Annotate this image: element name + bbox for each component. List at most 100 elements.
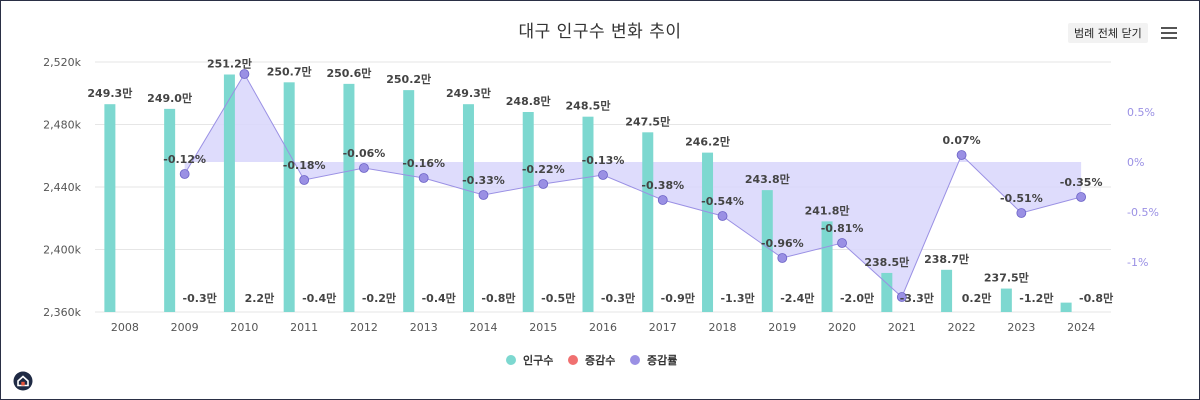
legend-toggle-button[interactable]: 범례 전체 닫기	[1068, 23, 1148, 43]
rate-point	[359, 163, 369, 173]
change-label: -0.2만	[362, 291, 396, 305]
rate-line	[184, 73, 1082, 298]
change-label: -2.4만	[780, 291, 814, 305]
rate-point	[1016, 208, 1027, 218]
rate-label: -0.12%	[163, 153, 206, 166]
x-tick-label: 2014	[469, 321, 497, 334]
y-left-tick-label: 2,520k	[43, 56, 81, 69]
legend-item[interactable]: 인구수	[523, 353, 553, 367]
rate-label: -0.51%	[1000, 192, 1043, 205]
rate-point	[418, 173, 429, 183]
population-label: 247.5만	[625, 114, 670, 128]
rate-point	[299, 175, 310, 185]
rate-point	[1076, 192, 1087, 202]
change-label: -0.4만	[422, 291, 456, 305]
rate-label: -0.96%	[761, 237, 804, 250]
rate-label: -0.33%	[462, 174, 505, 187]
population-bar	[462, 104, 474, 312]
population-bar	[702, 152, 714, 312]
population-bar	[403, 90, 415, 312]
x-tick-label: 2022	[948, 321, 976, 334]
legend-marker	[568, 355, 578, 365]
rate-point	[538, 179, 549, 189]
x-tick-label: 2019	[768, 321, 796, 334]
legend-marker	[630, 355, 640, 365]
legend-item[interactable]: 증감수	[585, 353, 615, 367]
population-label: 238.5만	[864, 255, 909, 269]
change-label: -3.3만	[900, 291, 934, 305]
population-bar	[522, 112, 534, 312]
population-bar	[941, 269, 953, 312]
x-tick-label: 2017	[649, 321, 677, 334]
population-bar	[881, 272, 893, 312]
x-tick-label: 2024	[1067, 321, 1095, 334]
chart-title: 대구 인구수 변화 추이	[518, 22, 682, 42]
change-label: -0.4만	[302, 291, 336, 305]
legend-marker	[506, 355, 516, 365]
y-left-tick-label: 2,480k	[43, 119, 81, 132]
rate-point	[837, 238, 847, 248]
population-bar	[104, 104, 116, 312]
hamburger-menu-icon[interactable]	[1161, 27, 1177, 41]
population-label: 248.5만	[566, 99, 611, 113]
y-right-tick-label: -1%	[1127, 256, 1148, 269]
population-label: 251.2만	[207, 57, 252, 71]
x-tick-label: 2008	[111, 321, 139, 334]
population-label: 243.8만	[745, 172, 790, 186]
population-bar	[821, 221, 833, 312]
rate-point	[717, 211, 728, 221]
change-label: -0.3만	[183, 291, 217, 305]
rate-label: -0.35%	[1060, 176, 1103, 189]
population-label: 237.5만	[984, 271, 1029, 285]
x-tick-label: 2015	[529, 321, 557, 334]
x-tick-label: 2010	[230, 321, 258, 334]
rate-label: -0.06%	[343, 147, 386, 160]
population-bar	[642, 132, 654, 312]
population-bar	[1000, 288, 1012, 312]
population-label: 249.3만	[87, 86, 132, 100]
population-bar	[283, 82, 295, 312]
rate-label: -0.38%	[641, 179, 684, 192]
y-right-tick-label: -0.5%	[1127, 206, 1159, 219]
change-label: -1.3만	[720, 291, 754, 305]
rate-label: -0.13%	[582, 154, 625, 167]
change-label: 2.2만	[245, 291, 275, 305]
change-label: -0.9만	[661, 291, 695, 305]
change-label: -2.0만	[840, 291, 874, 305]
rate-point	[956, 150, 967, 160]
home-icon[interactable]	[13, 371, 33, 391]
rate-label: -0.54%	[701, 195, 744, 208]
population-bar	[582, 116, 594, 312]
x-tick-label: 2013	[410, 321, 438, 334]
x-tick-label: 2011	[290, 321, 318, 334]
x-tick-label: 2016	[589, 321, 617, 334]
population-bar	[223, 74, 235, 312]
y-right-tick-label: 0.5%	[1127, 106, 1155, 119]
change-label: -0.8만	[1079, 291, 1113, 305]
population-label: 248.8만	[506, 94, 551, 108]
population-bar	[761, 190, 773, 312]
rate-label: -0.18%	[283, 159, 326, 172]
change-label: -1.2만	[1019, 291, 1053, 305]
rate-label: -0.81%	[821, 222, 864, 235]
y-left-tick-label: 2,360k	[43, 306, 81, 319]
population-label: 238.7만	[924, 252, 969, 266]
legend-item[interactable]: 증감률	[647, 353, 677, 367]
population-label: 250.2만	[386, 72, 431, 86]
population-label: 249.3만	[446, 86, 491, 100]
change-label: 0.2만	[962, 291, 992, 305]
rate-label: -0.16%	[402, 157, 445, 170]
x-tick-label: 2018	[709, 321, 737, 334]
y-right-tick-label: 0%	[1127, 156, 1144, 169]
x-tick-label: 2009	[171, 321, 199, 334]
population-bar	[343, 83, 355, 312]
rate-point	[478, 190, 489, 200]
population-bar	[164, 108, 176, 312]
population-label: 250.7만	[267, 64, 312, 78]
population-label: 250.6만	[326, 66, 371, 80]
population-label: 246.2만	[685, 135, 730, 149]
rate-point	[598, 170, 608, 180]
rate-point	[896, 292, 907, 302]
